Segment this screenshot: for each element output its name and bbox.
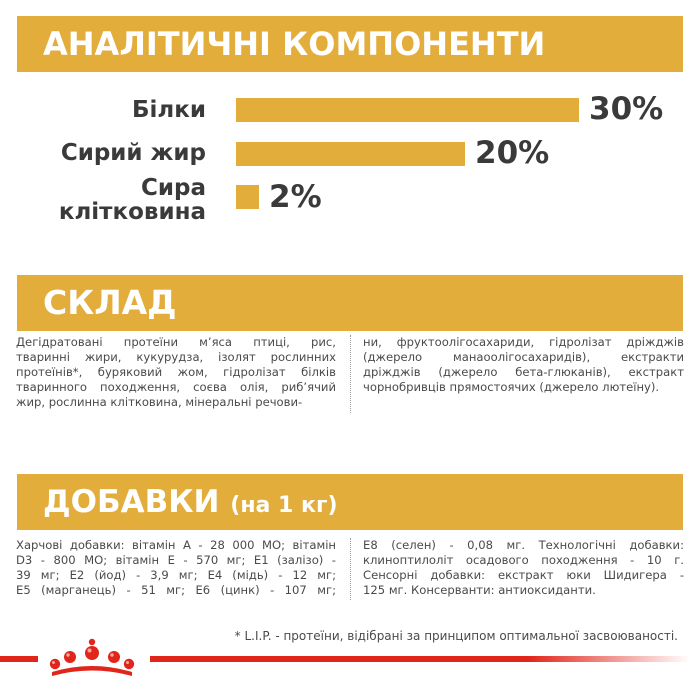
additives-text-left: Харчові добавки: вітамін А - 28 000 МО; … (16, 538, 336, 597)
analytic-components-header: АНАЛІТИЧНІ КОМПОНЕНТИ (17, 16, 683, 72)
composition-column-divider (350, 335, 351, 413)
additives-text-right: Е8 (селен) - 0,08 мг. Технологічні добав… (363, 538, 684, 597)
composition-text-left: Дегідратовані протеїни м’яса птиці, рис,… (16, 335, 336, 409)
brand-line (150, 656, 690, 662)
additives-title: ДОБАВКИ (43, 484, 220, 520)
crude-fat-bar (236, 142, 465, 166)
crude-fibre-bar (236, 185, 259, 209)
crude-fat-value: 20% (475, 135, 550, 171)
composition-text-right: ни, фруктоолігосахариди, гідролізат дріж… (363, 335, 684, 394)
crude-fibre-value: 2% (269, 179, 322, 215)
protein-label: Білки (132, 97, 206, 123)
protein-bar (236, 98, 579, 122)
additives-column-divider (350, 538, 351, 600)
lip-footnote: * L.I.P. - протеїни, відібрані за принци… (234, 629, 678, 643)
royal-canin-crown-icon (42, 638, 142, 683)
crude-fibre-label: Сира клітковина (58, 175, 206, 225)
composition-title: СКЛАД (43, 283, 177, 322)
additives-title-suffix: (на 1 кг) (230, 493, 338, 518)
brand-line-left (0, 656, 38, 662)
protein-value: 30% (589, 91, 664, 127)
analytic-components-title: АНАЛІТИЧНІ КОМПОНЕНТИ (43, 25, 546, 63)
crude-fat-label: Сирий жир (60, 140, 206, 166)
composition-header: СКЛАД (17, 275, 683, 331)
additives-header: ДОБАВКИ (на 1 кг) (17, 474, 683, 530)
